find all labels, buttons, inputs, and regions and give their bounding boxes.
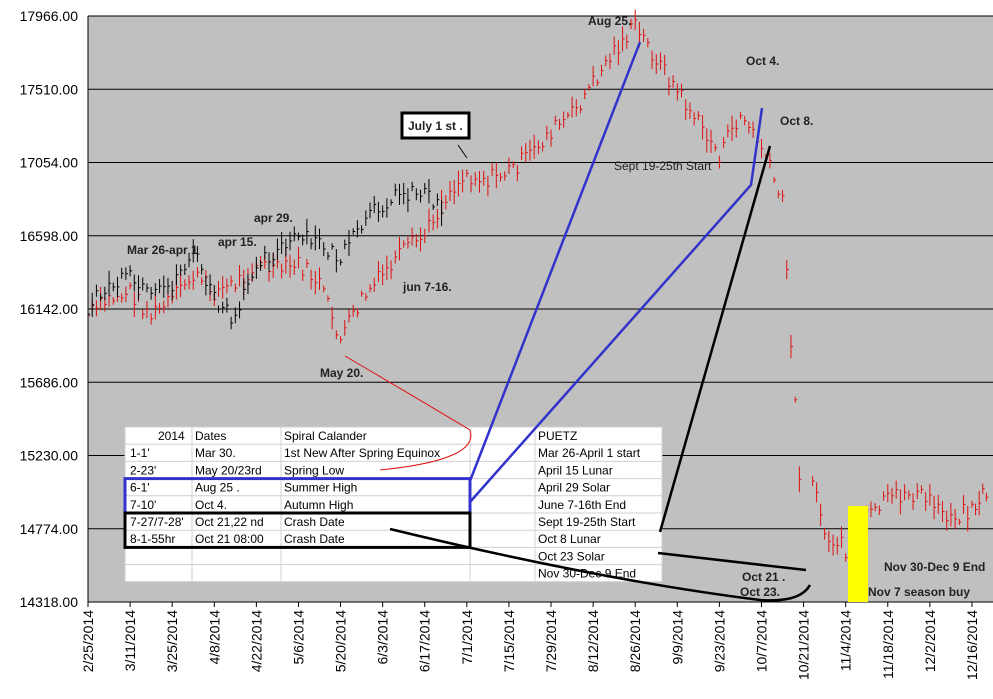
- table-cell: Oct 23 Solar: [538, 549, 605, 563]
- x-tick-label: 7/1/2014: [459, 610, 475, 665]
- table-cell: Mar 26-April 1 start: [538, 446, 641, 460]
- x-tick-label: 4/22/2014: [248, 610, 264, 672]
- x-tick-label: 2/25/2014: [80, 610, 96, 672]
- annotation-table: [124, 426, 663, 583]
- y-tick-label: 14318.00: [20, 594, 79, 610]
- annotation-apr29: apr 29.: [254, 211, 293, 225]
- annotation-nov7: Nov 7 season buy: [868, 585, 970, 599]
- x-tick-label: 10/21/2014: [796, 610, 812, 680]
- table-cell: Crash Date: [284, 532, 345, 546]
- table-cell: 2-23': [130, 463, 156, 477]
- table-cell: 7-10': [130, 498, 156, 512]
- annotation-aug25: Aug 25.: [588, 14, 631, 28]
- table-cell: 1-1': [130, 446, 150, 460]
- annotation-apr15: apr 15.: [218, 235, 257, 249]
- x-tick-label: 7/15/2014: [501, 610, 517, 672]
- y-tick-label: 16598.00: [20, 228, 79, 244]
- table-cell: April 29 Solar: [538, 481, 610, 495]
- annotation-july1: July 1 st .: [408, 119, 463, 133]
- table-cell: Crash Date: [284, 515, 345, 529]
- x-tick-label: 11/18/2014: [880, 610, 896, 679]
- table-cell: 2014: [158, 429, 185, 443]
- x-tick-label: 8/26/2014: [627, 610, 643, 672]
- black-row-box: [123, 511, 472, 549]
- annotation-oct8: Oct 8.: [780, 114, 813, 128]
- table-cell: Mar 30.: [195, 446, 236, 460]
- table-cell: Dates: [195, 429, 226, 443]
- annotation-oct4: Oct 4.: [746, 54, 779, 68]
- y-tick-label: 17510.00: [20, 81, 79, 97]
- table-cell: Spring Low: [284, 463, 344, 477]
- table-cell: PUETZ: [538, 429, 577, 443]
- table-cell: Oct 21 08:00: [195, 532, 264, 546]
- annotation-jun7: jun 7-16.: [402, 280, 452, 294]
- x-tick-label: 5/6/2014: [290, 610, 306, 665]
- connectors: [344, 41, 812, 602]
- x-tick-label: 6/3/2014: [375, 610, 391, 665]
- black-line-oct8: [658, 145, 772, 533]
- blue-line-aug25: [468, 41, 642, 482]
- table-cell: 1st New After Spring Equinox: [284, 446, 440, 460]
- table-cell: Aug 25 .: [195, 481, 240, 495]
- black-curve-crash: [389, 527, 812, 602]
- table-cell: 6-1': [130, 481, 150, 495]
- annotation-oct21: Oct 21 .: [742, 570, 785, 584]
- july1-box: [400, 111, 471, 140]
- y-tick-label: 14774.00: [20, 521, 79, 537]
- x-tick-label: 4/8/2014: [206, 610, 222, 665]
- y-tick-label: 16142.00: [20, 301, 79, 317]
- x-tick-label: 5/20/2014: [333, 610, 349, 672]
- table-cell: Oct 4.: [195, 498, 227, 512]
- red-curve-may20: [344, 355, 472, 471]
- y-tick-label: 15686.00: [20, 374, 79, 390]
- blue-line-oct4: [469, 107, 764, 503]
- x-tick-label: 6/17/2014: [417, 610, 433, 672]
- table-cell: June 7-16th End: [538, 498, 626, 512]
- y-tick-label: 15230.00: [20, 448, 79, 464]
- x-tick-label: 11/4/2014: [838, 610, 854, 671]
- y-tick-label: 17966.00: [20, 8, 79, 24]
- black-line-oct23: [657, 551, 807, 572]
- x-tick-label: 7/29/2014: [543, 610, 559, 672]
- y-tick-label: 17054.00: [20, 155, 79, 171]
- table-cell: May 20/23rd: [195, 463, 262, 477]
- x-tick-label: 8/12/2014: [585, 610, 601, 672]
- x-tick-label: 9/23/2014: [711, 610, 727, 672]
- annotation-mar26: Mar 26-apr 1: [127, 243, 198, 257]
- table-cell: Sept 19-25th Start: [538, 515, 636, 529]
- season-buy-highlight: [848, 506, 868, 602]
- table-cell: 7-27/7-28': [130, 515, 184, 529]
- table-cell: Autumn High: [284, 498, 353, 512]
- july1-pointer: [457, 144, 468, 159]
- table-cell: April 15 Lunar: [538, 463, 613, 477]
- annotation-oct23: Oct 23.: [740, 585, 780, 599]
- annotation-may20: May 20.: [320, 366, 363, 380]
- annotation-sept19: Sept 19-25th Start: [614, 159, 712, 173]
- table-cell: Spiral Calander: [284, 429, 367, 443]
- table-cell: Oct 21,22 nd: [195, 515, 264, 529]
- x-tick-label: 10/7/2014: [753, 610, 769, 672]
- annotation-nov30: Nov 30-Dec 9 End: [884, 560, 985, 574]
- table-cell: Oct 8 Lunar: [538, 532, 601, 546]
- table-cell: Summer High: [284, 481, 357, 495]
- x-tick-label: 9/9/2014: [669, 610, 685, 665]
- x-tick-label: 3/25/2014: [164, 610, 180, 672]
- table-cell: 8-1-55hr: [130, 532, 175, 546]
- x-tick-label: 12/2/2014: [922, 610, 938, 672]
- x-tick-label: 3/11/2014: [122, 610, 138, 671]
- x-tick-label: 12/16/2014: [964, 610, 980, 680]
